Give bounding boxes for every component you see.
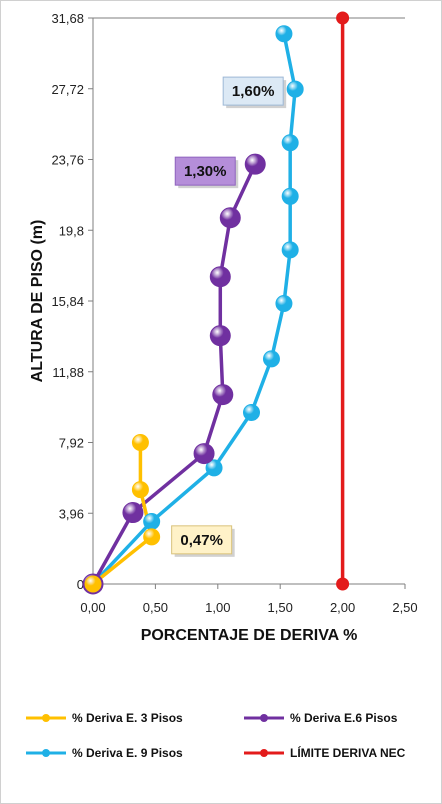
x-tick-label: 1,50: [268, 600, 293, 615]
x-tick-label: 2,50: [392, 600, 417, 615]
series-line: [91, 33, 297, 586]
y-tick-label: 3,96: [59, 506, 84, 521]
data-point: [281, 187, 299, 205]
data-point: [205, 459, 223, 477]
legend-label-6-pisos: % Deriva E.6 Pisos: [290, 711, 398, 725]
legend-label-limite: LÍMITE DERIVA NEC: [290, 745, 406, 760]
x-tick-label: 0,00: [80, 600, 105, 615]
data-point: [242, 403, 260, 421]
data-point: [286, 80, 304, 98]
callout-box: [171, 525, 233, 555]
legend-marker-limite: [260, 749, 268, 757]
callout-label: 1,60%: [232, 83, 275, 100]
callout-label: 1,30%: [184, 163, 227, 180]
legend-marker-9-pisos: [42, 749, 50, 757]
legend: % Deriva E. 3 Pisos % Deriva E.6 Pisos %…: [26, 711, 406, 760]
legend-label-9-pisos: % Deriva E. 9 Pisos: [72, 746, 183, 760]
y-tick-label: 19,8: [59, 223, 84, 238]
callout-box: [222, 76, 284, 106]
series-line: [91, 442, 154, 586]
x-tick-label: 2,00: [330, 600, 355, 615]
data-point: [209, 325, 231, 347]
series-layer: [82, 11, 350, 595]
x-tick-label: 0,50: [143, 600, 168, 615]
data-point: [209, 266, 231, 288]
data-point: [275, 295, 293, 313]
y-tick-label: 31,68: [51, 11, 84, 26]
data-point: [131, 481, 149, 499]
data-point: [262, 350, 280, 368]
y-axis-title: ALTURA DE PISO (m): [29, 220, 46, 383]
y-tick-label: 27,72: [51, 82, 84, 97]
data-point: [122, 502, 144, 524]
data-point: [212, 384, 234, 406]
data-point: [131, 434, 149, 451]
data-point: [244, 153, 266, 175]
legend-label-3-pisos: % Deriva E. 3 Pisos: [72, 711, 183, 725]
data-point: [275, 25, 293, 43]
tick-labels: 0 3,96 7,92 11,88 15,84 19,8 23,76 27,72 31,68 0,…: [51, 11, 417, 615]
y-tick-label: 7,92: [59, 436, 84, 451]
y-tick-label: 15,84: [51, 294, 84, 309]
data-point: [281, 134, 299, 152]
y-tick-label: 0: [77, 577, 84, 592]
x-axis-title: PORCENTAJE DE DERIVA %: [141, 627, 358, 644]
data-point: [219, 207, 241, 229]
data-point: [193, 443, 215, 465]
data-point: [336, 11, 350, 25]
data-point: [143, 512, 161, 530]
data-point: [84, 575, 102, 593]
data-point: [143, 528, 161, 546]
data-point: [336, 577, 350, 591]
callout-box: [174, 156, 236, 186]
data-point: [281, 241, 299, 259]
y-tick-label: 23,76: [51, 153, 84, 168]
annotation-layer: 1,60% 1,30% 0,47%: [171, 76, 287, 557]
callout-label: 0,47%: [180, 532, 223, 549]
legend-marker-6-pisos: [260, 714, 268, 722]
legend-marker-3-pisos: [42, 714, 50, 722]
y-tick-label: 11,88: [52, 365, 84, 380]
x-tick-label: 1,00: [205, 600, 230, 615]
